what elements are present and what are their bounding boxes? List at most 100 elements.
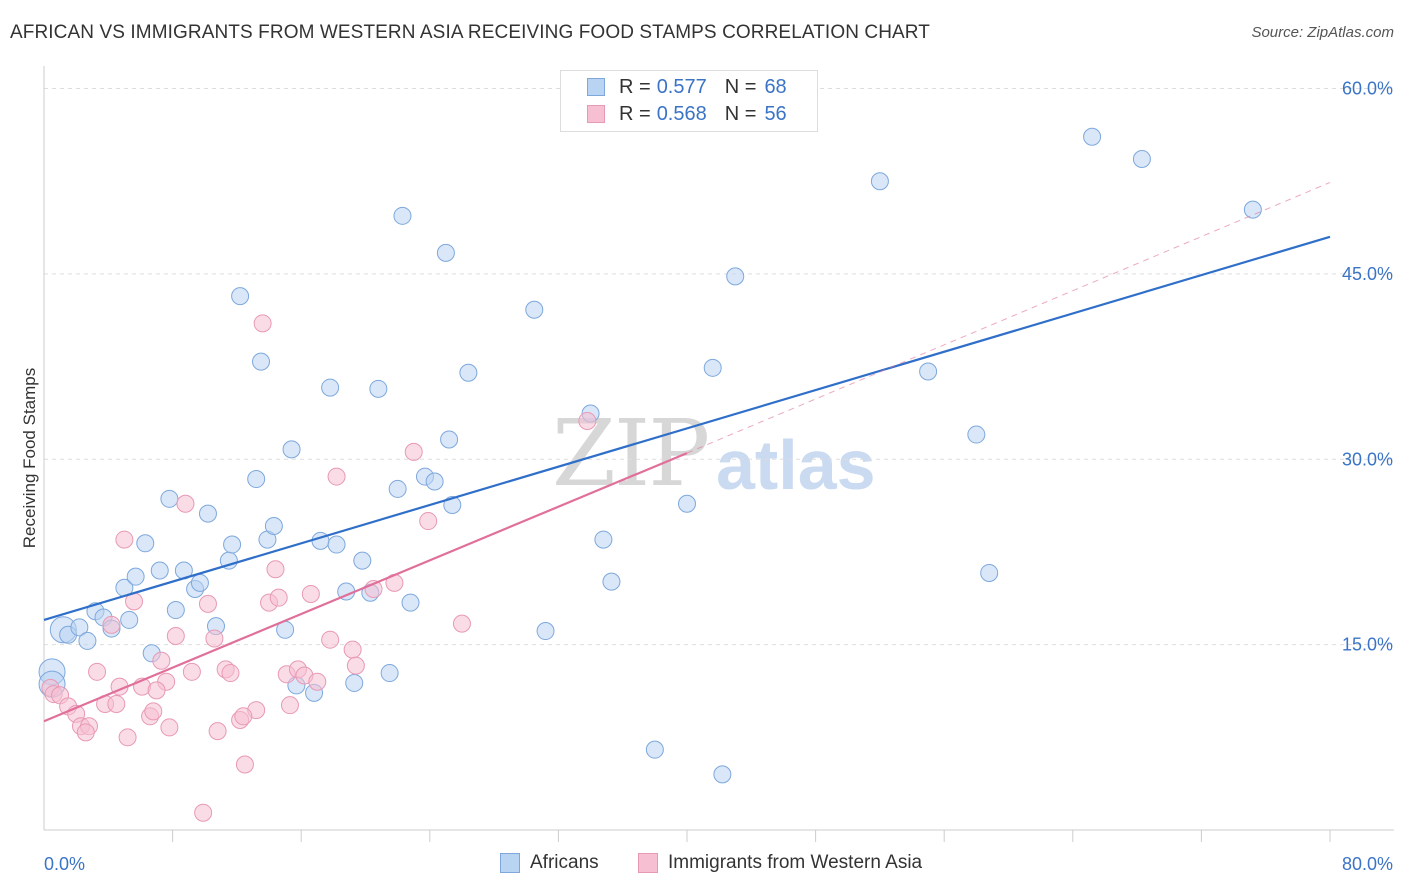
- point-immigrants-45: [419, 512, 438, 531]
- point-immigrants-27: [221, 664, 240, 683]
- point-africans-50: [459, 363, 478, 382]
- point-immigrants-40: [327, 467, 346, 486]
- point-africans-59: [713, 765, 732, 784]
- point-immigrants-25: [208, 722, 227, 741]
- point-immigrants-33: [266, 560, 285, 579]
- legend-item-africans[interactable]: Africans: [500, 852, 599, 874]
- point-africans-52: [536, 622, 555, 641]
- point-africans-66: [1132, 149, 1151, 168]
- point-immigrants-31: [253, 314, 272, 333]
- point-immigrants-44: [404, 442, 423, 461]
- point-africans-10: [120, 610, 139, 629]
- point-immigrants-54: [308, 672, 327, 691]
- point-immigrants-47: [578, 411, 597, 430]
- point-immigrants-23: [198, 594, 217, 613]
- point-africans-40: [369, 379, 388, 398]
- watermark-atlas: atlas: [716, 426, 876, 504]
- point-africans-62: [919, 362, 938, 381]
- legend-swatch-africans: [587, 78, 605, 96]
- point-immigrants-16: [152, 651, 171, 670]
- y-tick-label-15: 15.0%: [1342, 635, 1393, 655]
- point-immigrants-41: [343, 640, 362, 659]
- point-africans-30: [282, 440, 301, 459]
- point-africans-38: [353, 551, 372, 570]
- point-africans-44: [401, 593, 420, 612]
- point-immigrants-34: [269, 588, 288, 607]
- point-africans-15: [160, 489, 179, 508]
- point-africans-49: [443, 495, 462, 514]
- point-immigrants-29: [235, 755, 254, 774]
- source-label: Source: ZipAtlas.com: [1251, 24, 1394, 41]
- point-immigrants-50: [115, 530, 134, 549]
- point-immigrants-20: [176, 494, 195, 513]
- point-africans-20: [198, 504, 217, 523]
- point-africans-60: [726, 267, 745, 286]
- legend-swatch-immigrants: [587, 105, 605, 123]
- point-africans-58: [703, 358, 722, 377]
- legend-label-africans: Africans: [530, 852, 599, 873]
- point-africans-57: [678, 494, 696, 513]
- point-africans-61: [870, 172, 889, 191]
- point-africans-48: [440, 430, 459, 449]
- point-africans-25: [247, 470, 266, 489]
- legend-r-label: R =: [619, 75, 651, 98]
- point-immigrants-15: [144, 702, 163, 721]
- trendline-africans: [43, 235, 1331, 621]
- legend-row-africans: R = 0.577 N = 68: [587, 74, 787, 100]
- point-africans-51: [525, 300, 544, 319]
- legend-r-value: 0.577: [656, 75, 707, 98]
- legend-r-value: 0.568: [656, 102, 707, 125]
- point-africans-26: [252, 352, 271, 371]
- point-africans-54: [594, 530, 613, 549]
- point-africans-23: [223, 535, 242, 554]
- trendline-extended-immigrants: [686, 181, 1331, 454]
- point-africans-24: [231, 287, 250, 306]
- point-africans-35: [327, 535, 346, 554]
- point-africans-41: [380, 664, 399, 683]
- legend-item-immigrants[interactable]: Immigrants from Western Asia: [638, 852, 922, 874]
- point-immigrants-39: [321, 630, 340, 649]
- legend-swatch-immigrants: [638, 853, 658, 873]
- point-africans-19: [190, 573, 209, 592]
- point-africans-16: [166, 601, 185, 620]
- point-africans-67: [1243, 200, 1262, 219]
- point-africans-12: [136, 534, 155, 553]
- chart-title: AFRICAN VS IMMIGRANTS FROM WESTERN ASIA …: [10, 22, 930, 43]
- legend-label-immigrants: Immigrants from Western Asia: [668, 852, 923, 873]
- point-africans-37: [345, 673, 364, 692]
- point-immigrants-52: [234, 707, 253, 726]
- trendline-immigrants: [43, 452, 688, 723]
- point-africans-43: [393, 206, 412, 225]
- point-africans-64: [980, 563, 999, 582]
- legend-swatch-africans: [500, 853, 520, 873]
- point-immigrants-21: [182, 662, 201, 681]
- point-africans-34: [321, 378, 340, 397]
- point-immigrants-7: [88, 662, 107, 681]
- point-immigrants-22: [194, 803, 213, 822]
- x-tick-label-80: 80.0%: [1342, 854, 1393, 874]
- x-tick-label-0: 0.0%: [44, 854, 85, 874]
- point-africans-42: [388, 479, 407, 498]
- point-immigrants-9: [102, 615, 121, 634]
- point-africans-47: [436, 243, 455, 262]
- point-immigrants-11: [118, 728, 137, 747]
- point-africans-65: [1083, 127, 1102, 146]
- point-africans-4: [70, 618, 89, 637]
- point-immigrants-48: [76, 723, 95, 742]
- point-immigrants-42: [346, 656, 365, 675]
- point-immigrants-18: [160, 718, 179, 737]
- point-immigrants-49: [107, 694, 126, 713]
- legend-top: R = 0.577 N = 68 R = 0.568 N = 56: [560, 70, 818, 132]
- point-immigrants-46: [452, 614, 471, 633]
- point-immigrants-38: [301, 584, 320, 603]
- legend-n-label: N =: [724, 75, 757, 98]
- y-tick-label-45: 45.0%: [1342, 264, 1393, 284]
- legend-row-immigrants: R = 0.568 N = 56: [587, 101, 787, 127]
- legend-r-label: R =: [619, 102, 651, 125]
- point-immigrants-51: [147, 681, 166, 700]
- point-africans-14: [150, 561, 169, 580]
- point-africans-56: [645, 740, 664, 759]
- legend-n-label: N =: [724, 102, 757, 125]
- point-africans-28: [264, 517, 283, 535]
